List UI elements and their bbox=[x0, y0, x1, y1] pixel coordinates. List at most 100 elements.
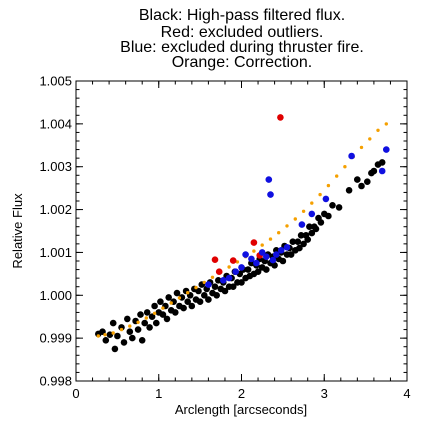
plot-frame bbox=[75, 80, 408, 382]
x-axis-label: Arclength [arcseconds] bbox=[175, 402, 307, 417]
orange-point bbox=[111, 331, 115, 335]
black-point bbox=[308, 229, 316, 237]
black-point bbox=[138, 337, 146, 344]
orange-point bbox=[186, 291, 190, 295]
black-point bbox=[289, 238, 297, 245]
orange-point bbox=[268, 237, 273, 241]
black-point bbox=[358, 182, 365, 190]
black-point bbox=[102, 337, 110, 344]
black-point bbox=[312, 225, 320, 233]
orange-point bbox=[293, 217, 297, 221]
x-tick-label: 3 bbox=[321, 386, 328, 401]
orange-point bbox=[235, 260, 240, 264]
data-points bbox=[95, 114, 390, 353]
black-point bbox=[151, 302, 158, 310]
y-tick-label: 1.005 bbox=[39, 74, 72, 89]
black-point bbox=[238, 279, 245, 286]
black-point bbox=[325, 212, 332, 220]
blue-point bbox=[253, 259, 260, 267]
orange-point bbox=[103, 333, 107, 337]
orange-point bbox=[169, 301, 173, 305]
black-point bbox=[354, 176, 361, 183]
orange-point bbox=[152, 311, 157, 315]
orange-point bbox=[194, 285, 198, 290]
black-point bbox=[287, 251, 295, 258]
black-point bbox=[114, 332, 121, 340]
y-tick-label: 1.003 bbox=[39, 159, 72, 174]
black-point bbox=[364, 178, 371, 185]
blue-point bbox=[225, 274, 233, 282]
black-point bbox=[124, 315, 131, 323]
black-point bbox=[180, 304, 187, 312]
title-line-3: Blue: excluded during thruster fire. bbox=[120, 39, 364, 56]
blue-point bbox=[348, 152, 355, 160]
orange-point bbox=[359, 145, 364, 150]
orange-point bbox=[177, 296, 182, 300]
black-point bbox=[157, 298, 164, 306]
orange-point bbox=[335, 174, 339, 178]
black-point bbox=[304, 236, 312, 243]
y-tick-label: 0.999 bbox=[39, 331, 72, 346]
orange-point bbox=[343, 165, 347, 169]
black-point bbox=[126, 328, 134, 336]
orange-point bbox=[136, 320, 140, 324]
orange-point bbox=[318, 192, 322, 197]
black-point bbox=[165, 294, 172, 301]
blue-point bbox=[232, 268, 239, 276]
black-point bbox=[279, 257, 287, 265]
black-point bbox=[294, 238, 302, 245]
orange-point bbox=[376, 128, 380, 132]
blue-point bbox=[242, 251, 249, 258]
black-point bbox=[184, 298, 191, 306]
black-point bbox=[345, 187, 353, 194]
orange-point bbox=[144, 316, 148, 320]
y-tick-label: 1.000 bbox=[39, 288, 72, 303]
black-point bbox=[317, 219, 325, 226]
black-point bbox=[111, 345, 119, 353]
black-point bbox=[213, 292, 220, 299]
blue-point bbox=[265, 176, 273, 183]
orange-point bbox=[119, 327, 124, 332]
orange-point bbox=[227, 265, 231, 269]
blue-point bbox=[322, 195, 330, 203]
black-point bbox=[173, 289, 181, 297]
y-tick-label: 1.001 bbox=[39, 245, 72, 260]
y-axis-label: Relative Flux bbox=[10, 193, 25, 269]
black-point bbox=[196, 298, 204, 306]
black-point bbox=[148, 313, 156, 321]
red-point bbox=[250, 239, 258, 246]
orange-point bbox=[260, 243, 264, 247]
black-point bbox=[329, 202, 336, 209]
orange-point bbox=[368, 137, 372, 141]
orange-point bbox=[128, 324, 132, 328]
blue-point bbox=[263, 253, 270, 260]
orange-point bbox=[210, 275, 215, 279]
x-tick-label: 1 bbox=[155, 386, 162, 401]
black-point bbox=[159, 311, 167, 318]
orange-point bbox=[310, 201, 314, 205]
black-point bbox=[271, 262, 278, 269]
x-tick-label: 2 bbox=[238, 386, 245, 401]
black-point bbox=[335, 204, 343, 211]
red-point bbox=[211, 256, 219, 264]
orange-point bbox=[202, 280, 206, 285]
title-line-4: Orange: Correction. bbox=[172, 54, 313, 71]
x-tick-label: 0 bbox=[72, 386, 79, 401]
black-point bbox=[153, 319, 160, 327]
blue-point bbox=[283, 244, 291, 251]
title-line-1: Black: High-pass filtered flux. bbox=[139, 7, 345, 24]
orange-point bbox=[301, 209, 306, 213]
x-tick-label: 4 bbox=[403, 386, 410, 401]
orange-point bbox=[96, 334, 101, 338]
blue-point bbox=[267, 191, 274, 198]
black-point bbox=[378, 159, 386, 166]
orange-point bbox=[285, 224, 289, 228]
black-point bbox=[211, 283, 219, 291]
red-point bbox=[277, 114, 284, 121]
y-tick-label: 1.004 bbox=[39, 116, 72, 131]
black-point bbox=[205, 296, 212, 303]
black-point bbox=[109, 319, 117, 327]
blue-point bbox=[308, 210, 316, 218]
black-point bbox=[188, 302, 196, 310]
